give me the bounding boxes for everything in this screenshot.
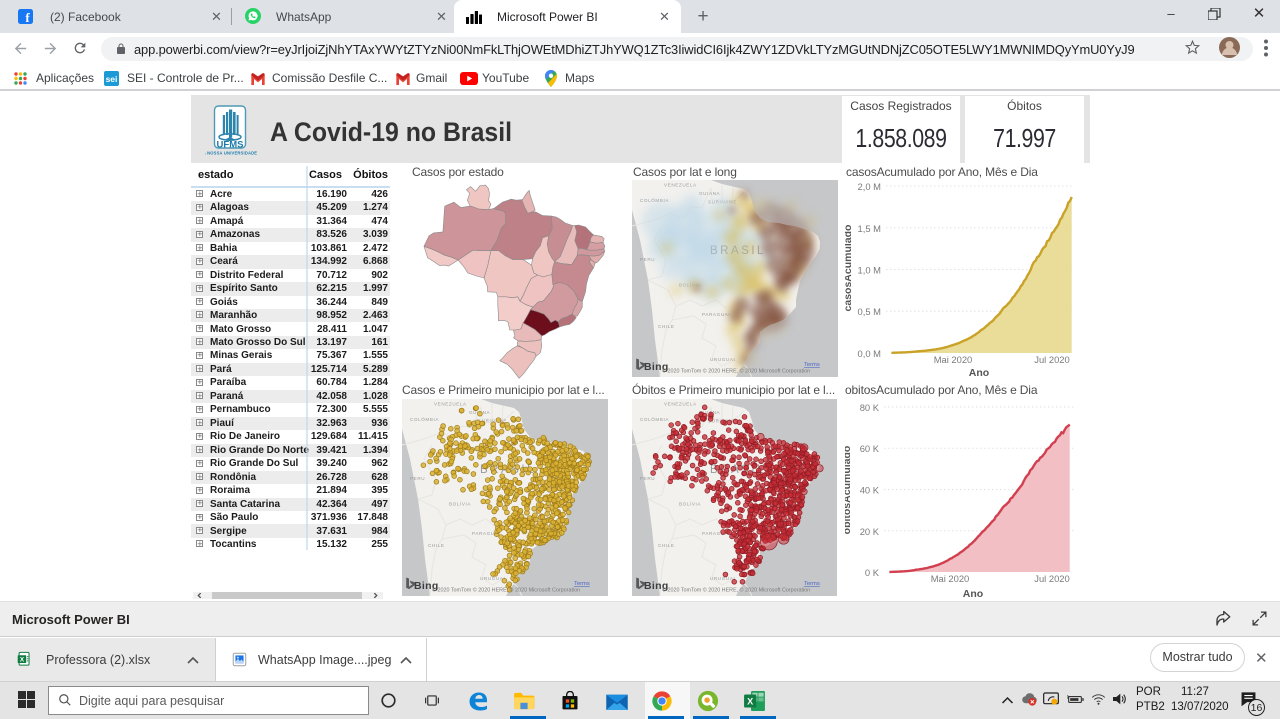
- svg-text:Jul 2020: Jul 2020: [1034, 354, 1069, 365]
- svg-text:URUGUAI: URUGUAI: [480, 576, 505, 581]
- svg-text:PERU: PERU: [410, 476, 425, 481]
- svg-text:80 K: 80 K: [860, 402, 880, 413]
- svg-text:CHILE: CHILE: [428, 543, 445, 548]
- svg-text:© 2020 TomTom © 2020 HERE, © 2: © 2020 TomTom © 2020 HERE, © 2020 Micros…: [662, 587, 810, 594]
- svg-text:COLÔMBIA: COLÔMBIA: [640, 197, 669, 203]
- svg-text:40 K: 40 K: [860, 485, 880, 496]
- svg-text:COLÔMBIA: COLÔMBIA: [410, 416, 439, 422]
- svg-text:Mai 2020: Mai 2020: [934, 354, 973, 365]
- svg-text:Bing: Bing: [414, 580, 439, 592]
- svg-text:0,0 M: 0,0 M: [858, 348, 882, 359]
- svg-text:SURINAME: SURINAME: [478, 419, 507, 424]
- svg-text:Terms: Terms: [804, 362, 820, 368]
- svg-text:CHILE: CHILE: [658, 324, 675, 329]
- svg-text:UFMS: UFMS: [217, 140, 244, 151]
- svg-text:Jul 2020: Jul 2020: [1034, 573, 1069, 584]
- svg-text:Bing: Bing: [644, 580, 669, 592]
- svg-text:20 K: 20 K: [860, 526, 880, 537]
- svg-text:VENEZUELA: VENEZUELA: [434, 402, 467, 407]
- svg-text:Ano: Ano: [969, 367, 989, 379]
- svg-text:Terms: Terms: [804, 581, 820, 587]
- svg-text:© 2020 TomTom © 2020 HERE, © 2: © 2020 TomTom © 2020 HERE, © 2020 Micros…: [432, 587, 580, 594]
- svg-text:PERU: PERU: [640, 476, 655, 481]
- svg-text:PARAGUAI: PARAGUAI: [702, 312, 730, 317]
- svg-text:BRASIL: BRASIL: [710, 245, 766, 257]
- svg-text:2,0 M: 2,0 M: [858, 181, 882, 192]
- svg-text:1,5 M: 1,5 M: [858, 223, 882, 234]
- svg-text:BOLÍVIA: BOLÍVIA: [679, 501, 701, 507]
- svg-text:VENEZUELA: VENEZUELA: [664, 402, 697, 407]
- svg-text:Bing: Bing: [644, 361, 669, 373]
- svg-text:60 K: 60 K: [860, 443, 880, 454]
- svg-text:obitosAcumulado: obitosAcumulado: [845, 446, 853, 535]
- svg-text:X: X: [747, 696, 753, 706]
- svg-text:0,5 M: 0,5 M: [858, 306, 882, 317]
- svg-text:© 2020 TomTom © 2020 HERE, © 2: © 2020 TomTom © 2020 HERE, © 2020 Micros…: [662, 368, 810, 375]
- svg-text:Ano: Ano: [963, 588, 983, 600]
- svg-text:PARAGUAI: PARAGUAI: [702, 531, 730, 536]
- svg-text:CHILE: CHILE: [658, 543, 675, 548]
- svg-text:PERU: PERU: [640, 257, 655, 262]
- svg-text:1,0 M: 1,0 M: [858, 265, 882, 276]
- svg-text:Mai 2020: Mai 2020: [931, 573, 970, 584]
- svg-text:URUGUAI: URUGUAI: [710, 576, 735, 581]
- svg-text:sei: sei: [106, 74, 118, 84]
- svg-text:VENEZUELA: VENEZUELA: [664, 183, 697, 188]
- svg-text:BOLÍVIA: BOLÍVIA: [449, 501, 471, 507]
- svg-text:X: X: [20, 656, 25, 663]
- svg-text:GUIANA: GUIANA: [699, 191, 721, 196]
- svg-text:COLÔMBIA: COLÔMBIA: [640, 416, 669, 422]
- svg-text:f: f: [25, 10, 30, 24]
- svg-text:0 K: 0 K: [865, 567, 880, 578]
- svg-text:Terms: Terms: [574, 581, 590, 587]
- svg-text:PARAGUAI: PARAGUAI: [472, 531, 500, 536]
- svg-text:casosAcumulado: casosAcumulado: [845, 225, 854, 312]
- svg-text:A NOSSA UNIVERSIDADE: A NOSSA UNIVERSIDADE: [205, 151, 257, 156]
- svg-text:URUGUAI: URUGUAI: [710, 357, 735, 362]
